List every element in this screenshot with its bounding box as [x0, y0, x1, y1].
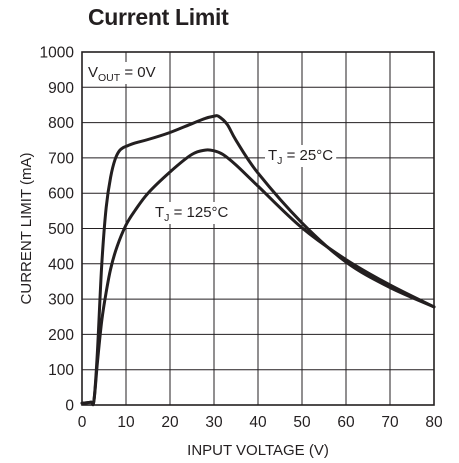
y-tick-labels: 0 100 200 300 400 500 600 700 800 900 1000 — [40, 45, 75, 415]
annotation-vout-background — [85, 62, 159, 84]
y-tick-label: 1000 — [40, 45, 75, 62]
x-tick-label: 80 — [425, 414, 443, 431]
y-axis-label: CURRENT LIMIT (mA) — [18, 153, 35, 305]
x-tick-label: 20 — [161, 414, 179, 431]
annotation-vout: VOUT = 0V — [88, 64, 156, 84]
x-tick-label: 70 — [381, 414, 399, 431]
series-line-tj-25c — [80, 114, 436, 407]
series-layer — [80, 114, 436, 407]
x-tick-label: 40 — [249, 414, 267, 431]
annotation-tj125: TJ = 125°C — [155, 204, 229, 224]
y-tick-label: 600 — [48, 186, 74, 203]
annotation-tj125-main: T — [155, 204, 164, 221]
annotation-tj125-background — [152, 202, 232, 224]
x-tick-label: 50 — [293, 414, 311, 431]
annotation-vout-rest: = 0V — [120, 64, 155, 81]
annotation-tj25: TJ = 25°C — [268, 147, 333, 167]
annotation-vout-main: V — [88, 64, 98, 81]
y-tick-label: 300 — [48, 292, 74, 309]
y-tick-label: 400 — [48, 256, 74, 273]
x-axis-label: INPUT VOLTAGE (V) — [187, 442, 329, 459]
y-tick-label: 700 — [48, 150, 74, 167]
y-tick-label: 800 — [48, 115, 74, 132]
x-tick-label: 10 — [117, 414, 135, 431]
grid — [82, 52, 434, 405]
annotation-vout-subscript: OUT — [98, 72, 121, 84]
x-tick-labels: 0 10 20 30 40 50 60 70 80 — [78, 414, 443, 431]
annotation-tj125-subscript: J — [164, 212, 169, 224]
plot-frame — [81, 51, 435, 406]
y-tick-label: 900 — [48, 80, 74, 97]
y-tick-label: 0 — [65, 398, 74, 415]
y-tick-label: 100 — [48, 362, 74, 379]
series-line-tj-125c — [80, 148, 436, 406]
y-tick-label: 500 — [48, 221, 74, 238]
y-tick-label: 200 — [48, 327, 74, 344]
annotation-tj125-rest: = 125°C — [169, 204, 228, 221]
annotation-tj25-subscript: J — [277, 155, 282, 167]
annotation-tj25-rest: = 25°C — [282, 147, 333, 164]
x-tick-label: 60 — [337, 414, 355, 431]
annotation-tj25-main: T — [268, 147, 277, 164]
x-tick-label: 0 — [78, 414, 87, 431]
x-tick-label: 30 — [205, 414, 223, 431]
annotation-tj25-background — [265, 145, 337, 167]
chart-title: Current Limit — [88, 4, 229, 30]
